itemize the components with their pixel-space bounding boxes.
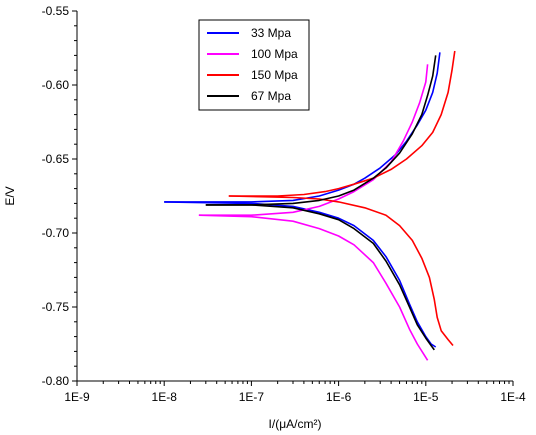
legend-label-150-mpa: 150 Mpa [251,68,298,82]
x-tick-label: 1E-4 [500,390,526,404]
x-tick-label: 1E-7 [239,390,265,404]
series-layer [164,50,456,361]
x-tick-label: 1E-8 [152,390,178,404]
y-tick-label: -0.60 [42,78,70,92]
y-tick-label: -0.75 [42,300,70,314]
x-tick-label: 1E-5 [413,390,439,404]
y-axis: -0.55 -0.60 -0.65 -0.70 -0.75 -0.80 [42,4,77,388]
y-tick-label: -0.65 [42,152,70,166]
legend-label-100-mpa: 100 Mpa [251,47,298,61]
series-100-mpa-cathodic-line [198,214,429,361]
y-tick-label: -0.55 [42,4,70,18]
y-tick-label: -0.80 [42,374,70,388]
x-axis-title: I/(μA/cm²) [269,417,322,431]
series-33-mpa-anodic-line [164,52,441,203]
legend-label-33-mpa: 33 Mpa [251,26,291,40]
series-33-mpa-cathodic-line [164,201,437,348]
x-axis: 1E-9 1E-8 1E-7 1E-6 1E-5 1E-4 [64,381,526,404]
x-tick-label: 1E-6 [326,390,352,404]
y-tick-label: -0.70 [42,226,70,240]
plot-frame [76,11,513,382]
x-tick-label: 1E-9 [64,390,90,404]
y-axis-title: E/V [3,186,17,205]
series-150-mpa-anodic-line [228,50,456,197]
legend-label-67-mpa: 67 Mpa [251,89,291,103]
series-150-mpa-cathodic-line [228,195,454,347]
series-67-mpa-cathodic-line [205,204,435,351]
legend: 33 Mpa 100 Mpa 150 Mpa 67 Mpa [198,19,310,111]
series-100-mpa-anodic-line [198,64,429,216]
series-67-mpa-anodic-line [205,55,437,206]
